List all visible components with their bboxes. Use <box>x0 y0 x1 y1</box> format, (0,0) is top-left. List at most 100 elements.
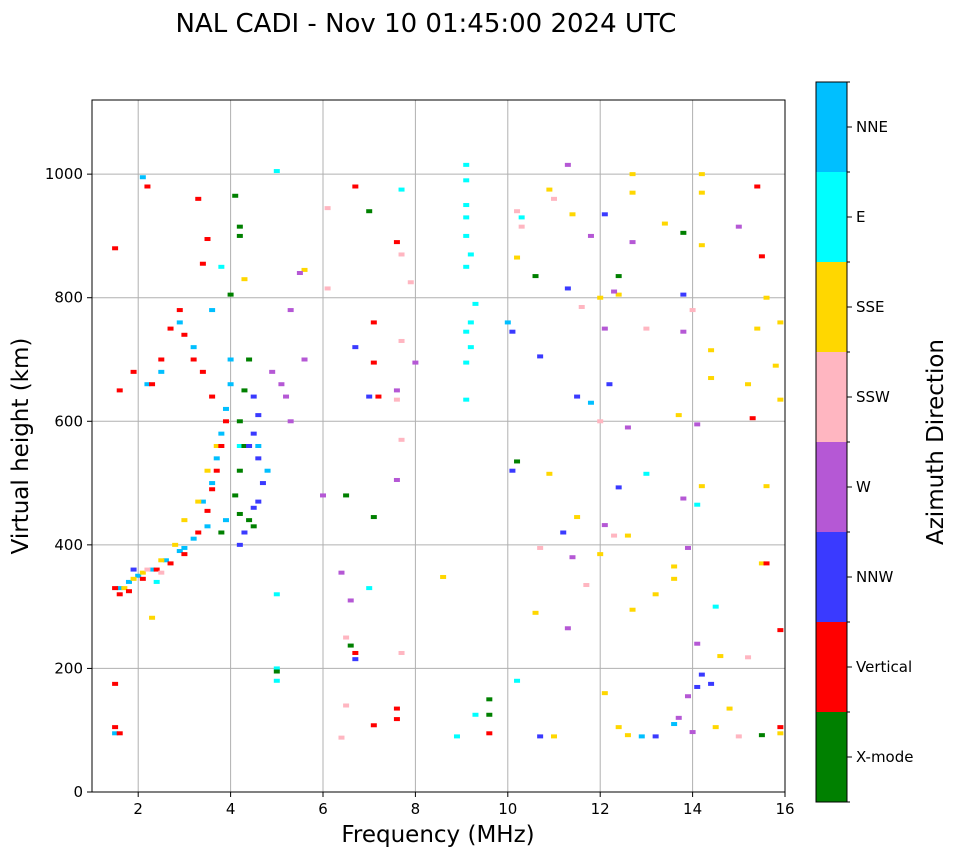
colorbar-swatch-x-mode <box>816 712 847 802</box>
data-point <box>615 725 622 730</box>
data-point <box>777 731 784 736</box>
data-point <box>624 733 631 738</box>
data-point <box>712 604 719 609</box>
data-point <box>611 289 618 294</box>
data-point <box>352 184 359 189</box>
data-point <box>393 397 400 402</box>
data-point <box>597 552 604 557</box>
data-point <box>199 499 206 504</box>
data-point <box>564 626 571 631</box>
x-tick-label: 14 <box>683 800 702 818</box>
data-point <box>463 329 470 334</box>
data-point <box>398 338 405 343</box>
series-nnw <box>130 212 715 739</box>
data-point <box>763 295 770 300</box>
data-point <box>546 187 553 192</box>
data-point <box>777 725 784 730</box>
data-point <box>671 564 678 569</box>
colorbar-tick-label: SSE <box>856 298 885 316</box>
data-point <box>694 502 701 507</box>
data-point <box>606 382 613 387</box>
data-point <box>569 555 576 560</box>
data-point <box>250 431 257 436</box>
colorbar-swatch-nnw <box>816 532 847 622</box>
data-point <box>213 444 220 448</box>
data-point <box>370 360 377 365</box>
colorbar-swatch-sse <box>816 262 847 352</box>
data-point <box>578 304 585 309</box>
data-point <box>712 725 719 730</box>
data-point <box>232 193 239 198</box>
data-point <box>199 369 206 374</box>
data-point <box>255 456 262 461</box>
data-point <box>472 301 479 306</box>
data-point <box>209 394 216 399</box>
data-point <box>643 471 650 476</box>
data-point <box>250 524 257 529</box>
data-point <box>370 320 377 325</box>
data-point <box>301 357 308 362</box>
data-point <box>227 382 234 387</box>
data-point <box>698 243 705 248</box>
data-point <box>643 326 650 331</box>
data-point <box>463 162 470 167</box>
x-axis-label: Frequency (MHz) <box>341 822 534 848</box>
data-point <box>758 561 765 566</box>
data-point <box>301 267 308 272</box>
data-point <box>393 717 400 722</box>
colorbar-tick-label: NNW <box>856 568 893 586</box>
x-tick-label: 2 <box>133 800 143 818</box>
data-point <box>130 576 137 581</box>
data-point <box>209 487 216 492</box>
data-point <box>343 703 350 708</box>
x-tick-label: 16 <box>775 800 794 818</box>
data-point <box>661 221 668 226</box>
colorbar-tick-label: E <box>856 208 865 226</box>
data-point <box>398 187 405 192</box>
data-point <box>680 329 687 334</box>
data-point <box>144 184 151 189</box>
colorbar-tick-label: X-mode <box>856 748 913 766</box>
data-point <box>236 511 243 516</box>
plot-frame <box>91 99 786 793</box>
data-point <box>652 734 659 739</box>
data-point <box>232 493 239 498</box>
data-point <box>343 635 350 640</box>
data-point <box>601 212 608 217</box>
series-e <box>153 162 719 739</box>
data-point <box>343 493 350 498</box>
data-point <box>611 533 618 538</box>
colorbar-tick-label: W <box>856 478 871 496</box>
data-point <box>629 240 636 245</box>
data-point <box>255 413 262 418</box>
data-point <box>546 471 553 476</box>
data-point <box>116 731 123 736</box>
data-point <box>135 573 142 578</box>
x-tick-label: 6 <box>318 800 328 818</box>
data-point <box>463 264 470 269</box>
data-point <box>574 515 581 520</box>
data-point <box>509 329 516 334</box>
data-point <box>569 212 576 217</box>
data-point <box>708 376 715 381</box>
data-point <box>181 552 188 557</box>
data-point <box>463 397 470 402</box>
data-point <box>587 233 594 238</box>
data-point <box>514 209 521 214</box>
data-point <box>758 254 765 259</box>
colorbar-tick-label: SSW <box>856 388 890 406</box>
data-point <box>393 706 400 711</box>
data-point <box>514 678 521 683</box>
data-point <box>347 598 354 603</box>
data-point <box>486 697 493 702</box>
data-point <box>537 545 544 550</box>
data-point <box>463 233 470 238</box>
colorbar-tick-label: Vertical <box>856 658 912 676</box>
x-axis-ticks: 2 4 6 8 10 12 14 16 <box>133 792 795 818</box>
data-point <box>629 607 636 612</box>
data-point <box>241 444 248 448</box>
x-tick-label: 12 <box>591 800 610 818</box>
data-point <box>213 456 220 461</box>
data-point <box>680 230 687 235</box>
data-point <box>698 190 705 195</box>
